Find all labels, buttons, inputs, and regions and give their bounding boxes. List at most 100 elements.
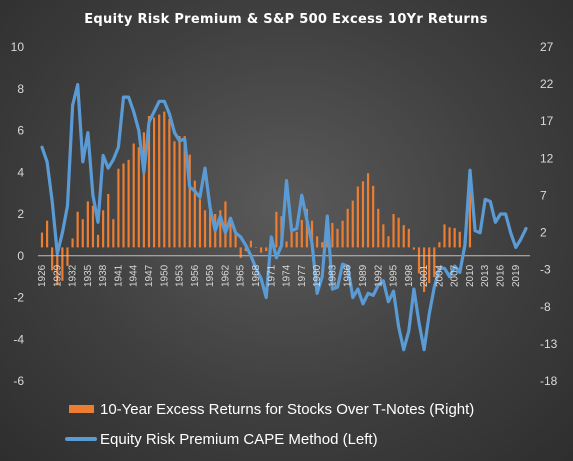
left-tick-label: 10 <box>11 40 25 54</box>
bar <box>147 116 151 248</box>
bar <box>331 222 334 248</box>
bar <box>76 211 79 248</box>
x-tick-label: 1929 <box>52 264 63 287</box>
bar <box>193 180 196 248</box>
x-tick-label: 2007 <box>450 264 461 287</box>
x-tick-label: 1971 <box>266 264 277 287</box>
left-tick-label: 2 <box>17 207 24 221</box>
bar <box>310 220 314 248</box>
bar <box>219 210 222 248</box>
bar <box>423 247 426 292</box>
x-tick-label: 2019 <box>511 264 522 287</box>
bar <box>61 247 64 281</box>
legend-item-bars: 10-Year Excess Returns for Stocks Over T… <box>69 401 474 418</box>
bar <box>458 231 461 248</box>
bar <box>254 247 258 248</box>
bar <box>305 208 309 248</box>
bar <box>336 228 339 248</box>
x-axis: 1926 1929 1932 1935 1938 1941 1944 1947 1950 1953… <box>37 264 522 287</box>
bar <box>198 199 202 248</box>
bar <box>295 231 298 248</box>
bar <box>438 242 441 248</box>
bar <box>51 247 54 271</box>
bar <box>428 247 431 284</box>
bar <box>152 117 156 248</box>
bar <box>224 201 227 248</box>
bar <box>244 247 247 252</box>
bar <box>259 247 263 253</box>
bar <box>417 247 421 274</box>
right-axis: 27 22 17 12 7 2 -3 -8 -13 -18 <box>540 40 558 388</box>
bar <box>448 227 451 248</box>
left-tick-label: 6 <box>17 124 24 138</box>
bar <box>397 217 400 248</box>
bar <box>96 234 100 248</box>
bar <box>361 181 365 248</box>
bar-series <box>40 111 472 292</box>
line-series <box>40 82 528 352</box>
bar <box>443 224 446 248</box>
bar <box>86 201 89 248</box>
bar <box>453 228 456 248</box>
legend-item-line: Equity Risk Premium CAPE Method (Left) <box>65 431 378 448</box>
bar <box>45 220 49 248</box>
right-tick-label: 7 <box>540 188 547 202</box>
bar <box>209 205 212 248</box>
left-tick-label: -2 <box>13 291 24 305</box>
left-tick-label: -6 <box>13 374 24 388</box>
left-tick-label: 0 <box>17 249 24 263</box>
x-tick-label: 2004 <box>434 264 445 287</box>
bar <box>107 193 110 248</box>
bar <box>173 141 176 248</box>
left-axis: 10 8 6 4 2 0 -2 -4 -6 <box>11 40 25 388</box>
bar <box>188 154 191 248</box>
bar <box>290 223 293 248</box>
bar <box>412 247 416 250</box>
bar <box>372 185 375 248</box>
left-tick-label: -4 <box>13 332 24 346</box>
bar <box>183 136 186 248</box>
right-tick-label: 2 <box>540 226 547 240</box>
legend: 10-Year Excess Returns for Stocks Over T… <box>65 401 474 448</box>
bar <box>377 208 380 248</box>
right-tick-label: 17 <box>540 114 554 128</box>
x-tick-label: 1944 <box>129 264 140 287</box>
right-tick-label: 27 <box>540 40 554 54</box>
bar <box>127 159 130 248</box>
right-tick-label: -13 <box>540 337 558 351</box>
bar <box>249 240 252 248</box>
bar <box>392 214 395 248</box>
bar <box>137 147 140 248</box>
x-tick-label: 1992 <box>373 264 384 287</box>
bar <box>468 183 472 248</box>
x-tick-label: 1995 <box>389 264 400 287</box>
bar <box>346 208 349 248</box>
bar <box>102 210 105 248</box>
bar <box>132 143 135 248</box>
x-tick-label: 2010 <box>465 264 476 287</box>
bar <box>117 168 120 248</box>
bar <box>239 247 242 258</box>
bar <box>321 242 324 248</box>
x-tick-label: 1926 <box>37 264 48 287</box>
bar <box>387 236 390 248</box>
x-tick-label: 1938 <box>98 264 109 287</box>
bar <box>234 231 237 248</box>
x-tick-label: 1974 <box>282 264 293 287</box>
x-tick-label: 1989 <box>358 264 369 287</box>
legend-swatch-bars <box>69 405 94 413</box>
right-tick-label: -18 <box>540 374 558 388</box>
bar <box>71 238 74 248</box>
right-tick-label: -3 <box>540 263 551 277</box>
x-tick-label: 1980 <box>312 264 323 287</box>
x-tick-label: 1959 <box>205 264 216 287</box>
x-tick-label: 1950 <box>159 264 170 287</box>
bar <box>122 163 125 248</box>
x-tick-label: 1947 <box>144 264 155 287</box>
bar <box>158 114 161 248</box>
bar <box>229 223 232 248</box>
legend-label-bars: 10-Year Excess Returns for Stocks Over T… <box>100 401 474 418</box>
bar <box>356 186 359 248</box>
bar <box>66 247 69 266</box>
